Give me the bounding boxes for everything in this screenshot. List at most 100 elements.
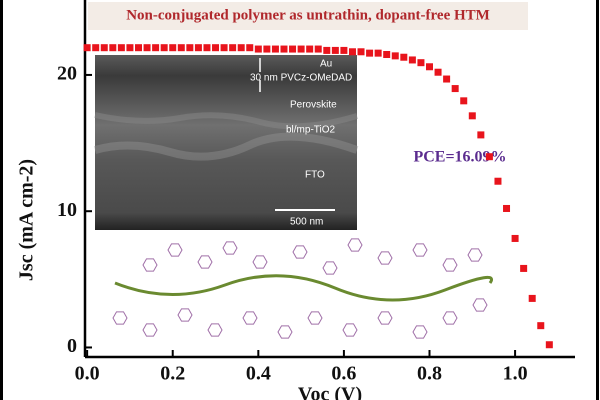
marker: [408, 56, 416, 64]
marker: [425, 63, 433, 71]
x-tick-label: 0.0: [75, 363, 100, 385]
marker: [357, 48, 365, 56]
inset-label: 500 nm: [290, 217, 323, 228]
marker: [177, 44, 185, 52]
marker: [271, 45, 279, 53]
marker: [511, 234, 519, 242]
marker: [212, 44, 220, 52]
ring: [442, 258, 458, 272]
marker: [383, 51, 391, 59]
ring: [222, 241, 238, 255]
marker: [451, 85, 459, 93]
y-tick-label: 10: [57, 199, 77, 221]
marker: [289, 45, 297, 53]
x-tick-label: 1.0: [503, 363, 528, 385]
marker: [391, 52, 399, 60]
ring: [167, 243, 183, 257]
ring: [347, 238, 363, 252]
inset-image: Au 30 nm PVCz-OMeDAD Perovskite bl/mp-Ti…: [93, 55, 359, 230]
chart-title: Non-conjugated polymer as untrathin, dop…: [126, 7, 490, 23]
ring: [112, 311, 128, 325]
marker: [109, 44, 117, 52]
marker: [160, 44, 168, 52]
marker: [280, 45, 288, 53]
ring: [377, 251, 393, 265]
marker: [545, 341, 553, 349]
marker: [152, 44, 160, 52]
ring: [242, 311, 258, 325]
marker: [417, 59, 425, 67]
marker: [220, 44, 228, 52]
marker: [237, 44, 245, 52]
marker: [297, 45, 305, 53]
y-tick-label: 20: [57, 63, 77, 85]
x-tick-label: 0.8: [417, 363, 442, 385]
marker: [117, 44, 125, 52]
ring: [142, 323, 158, 337]
marker: [83, 44, 91, 52]
marker: [477, 131, 485, 139]
marker: [169, 44, 177, 52]
inset-label: FTO: [305, 170, 325, 181]
marker: [348, 48, 356, 56]
ring: [292, 245, 308, 259]
marker: [400, 53, 408, 61]
molecule-sketch: [112, 238, 488, 339]
marker: [520, 264, 528, 272]
marker: [254, 45, 262, 53]
x-axis-label: Voc (V): [298, 384, 362, 400]
x-tick-label: 0.6: [331, 363, 356, 385]
marker: [306, 45, 314, 53]
ring: [322, 261, 338, 275]
marker: [126, 44, 134, 52]
sem-image: [95, 55, 357, 230]
ring: [342, 323, 358, 337]
title-box: [88, 2, 528, 30]
marker: [263, 45, 271, 53]
ring: [277, 325, 293, 339]
marker: [468, 112, 476, 120]
polymer-backbone: [114, 274, 493, 302]
x-tick-label: 0.2: [160, 363, 185, 385]
marker: [186, 44, 194, 52]
marker: [374, 49, 382, 57]
ring: [207, 323, 223, 337]
marker: [323, 46, 331, 54]
marker: [340, 46, 348, 54]
marker: [537, 322, 545, 330]
marker: [443, 75, 451, 83]
marker: [331, 46, 339, 54]
ring: [412, 243, 428, 257]
ring: [377, 311, 393, 325]
marker: [366, 49, 374, 57]
inset-label: bl/mp-TiO2: [286, 125, 336, 136]
inset-label: Perovskite: [290, 100, 337, 111]
marker: [229, 44, 237, 52]
marker: [134, 44, 142, 52]
x-tick-label: 0.4: [246, 363, 271, 385]
annotation: PCE=16.09%: [413, 149, 506, 166]
texture: [94, 112, 358, 130]
marker: [434, 68, 442, 76]
marker: [314, 45, 322, 53]
texture: [93, 132, 359, 161]
marker: [100, 44, 108, 52]
ring: [252, 255, 268, 269]
marker: [194, 44, 202, 52]
marker: [485, 153, 493, 161]
marker: [246, 44, 254, 52]
inset-label: Au: [320, 59, 332, 70]
marker: [143, 44, 151, 52]
ring: [197, 255, 213, 269]
ring: [142, 258, 158, 272]
ring: [467, 248, 483, 262]
marker: [494, 177, 502, 185]
inset-label: 30 nm PVCz-OMeDAD: [250, 73, 352, 84]
ring: [412, 325, 428, 339]
y-tick-label: 0: [67, 335, 77, 357]
marker: [92, 44, 100, 52]
ring: [307, 311, 323, 325]
ring: [472, 298, 488, 312]
marker: [528, 294, 536, 302]
